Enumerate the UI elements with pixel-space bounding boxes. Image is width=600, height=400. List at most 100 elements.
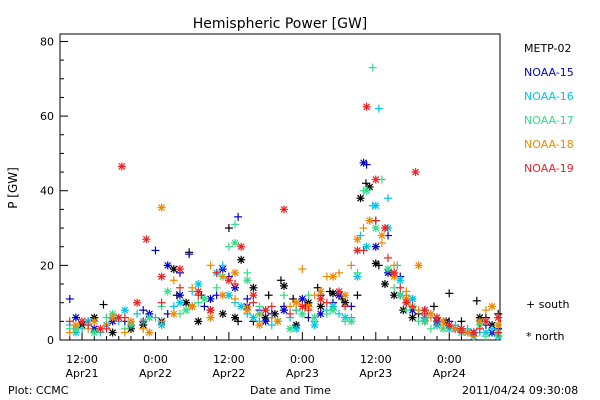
data-point-north <box>243 276 252 285</box>
data-point-north <box>169 309 178 318</box>
x-tick-label-date: Apr23 <box>359 367 392 380</box>
data-point-south <box>359 224 368 233</box>
data-point-north <box>341 291 350 300</box>
data-point-south <box>457 317 466 326</box>
timestamp: 2011/04/24 09:30:08 <box>462 384 579 397</box>
data-point-north <box>377 231 386 240</box>
data-point-north <box>71 313 80 322</box>
data-point-south <box>157 317 166 326</box>
data-point-north <box>243 306 252 315</box>
plot-frame <box>59 33 501 341</box>
x-tick-label-time: 12:00 <box>213 353 245 366</box>
data-point-north <box>114 313 123 322</box>
data-point-north <box>231 268 240 277</box>
data-point-south <box>310 291 319 300</box>
data-point-north <box>249 283 258 292</box>
data-point-south <box>255 302 264 311</box>
data-point-north <box>279 205 288 214</box>
data-point-south <box>231 220 240 229</box>
data-point-south <box>279 291 288 300</box>
data-point-south <box>371 216 380 225</box>
data-point-north <box>157 272 166 281</box>
data-point-north <box>371 259 380 268</box>
data-point-north <box>163 261 172 270</box>
data-point-north <box>71 321 80 330</box>
y-tick-label: 40 <box>40 185 54 198</box>
data-point-north <box>402 298 411 307</box>
data-point-north <box>108 328 117 337</box>
data-point-north <box>316 287 325 296</box>
data-point-south <box>243 268 252 277</box>
data-point-south <box>84 321 93 330</box>
data-point-north <box>408 313 417 322</box>
data-point-south <box>65 328 74 337</box>
data-point-north <box>261 306 270 315</box>
data-point-north <box>316 294 325 303</box>
data-point-south <box>175 283 184 292</box>
data-point-south <box>353 291 362 300</box>
data-point-north <box>126 317 135 326</box>
data-point-north <box>310 313 319 322</box>
data-point-south <box>267 313 276 322</box>
data-point-south <box>286 309 295 318</box>
y-axis: 0 20 40 60 80 <box>40 35 68 347</box>
data-point-south <box>264 291 273 300</box>
y-tick-label: 0 <box>47 334 54 347</box>
legend-entry-noaa-18: NOAA-18 <box>524 138 574 151</box>
data-point-north <box>298 302 307 311</box>
data-point-south <box>292 306 301 315</box>
data-point-north <box>328 289 337 298</box>
data-point-south <box>267 302 276 311</box>
data-point-north <box>231 238 240 247</box>
data-point-north <box>224 276 233 285</box>
legend-entry-noaa-16: NOAA-16 <box>524 90 574 103</box>
x-tick-label-time: 0:00 <box>437 353 462 366</box>
data-point-south <box>139 317 148 326</box>
data-point-south <box>139 324 148 333</box>
data-point-south <box>384 253 393 262</box>
data-point-north <box>371 224 380 233</box>
data-point-north <box>445 321 454 330</box>
data-point-south <box>224 224 233 233</box>
data-point-south <box>322 309 331 318</box>
data-point-north <box>286 324 295 333</box>
data-point-south <box>243 294 252 303</box>
data-point-south <box>120 328 129 337</box>
data-point-south <box>353 268 362 277</box>
data-point-north <box>353 246 362 255</box>
data-point-south <box>151 246 160 255</box>
data-point-south <box>65 317 74 326</box>
data-point-north <box>310 321 319 330</box>
chart-title: Hemispheric Power [GW] <box>193 16 368 32</box>
data-point-north <box>292 298 301 307</box>
y-tick-label: 60 <box>40 110 54 123</box>
data-point-north <box>96 324 105 333</box>
north-marker-key: * north <box>526 330 565 343</box>
data-point-north <box>90 328 99 337</box>
data-point-north <box>371 201 380 210</box>
data-point-north <box>316 302 325 311</box>
data-point-north <box>356 194 365 203</box>
data-point-south <box>445 289 454 298</box>
data-point-north <box>90 317 99 326</box>
data-point-north <box>194 287 203 296</box>
data-point-south <box>347 261 356 270</box>
data-point-north <box>194 317 203 326</box>
data-point-south <box>169 276 178 285</box>
data-point-north <box>353 235 362 244</box>
data-point-south <box>481 332 490 341</box>
data-point-south <box>384 194 393 203</box>
data-point-south <box>200 302 209 311</box>
data-point-north <box>420 317 429 326</box>
data-point-north <box>457 324 466 333</box>
data-point-south <box>335 309 344 318</box>
data-point-north <box>182 306 191 315</box>
data-point-north <box>117 162 126 171</box>
data-point-south <box>249 298 258 307</box>
data-point-south <box>402 287 411 296</box>
data-point-south <box>488 324 497 333</box>
data-point-north <box>237 242 246 251</box>
data-point-south <box>472 296 481 305</box>
y-tick-label: 80 <box>40 35 54 48</box>
data-point-north <box>273 317 282 326</box>
